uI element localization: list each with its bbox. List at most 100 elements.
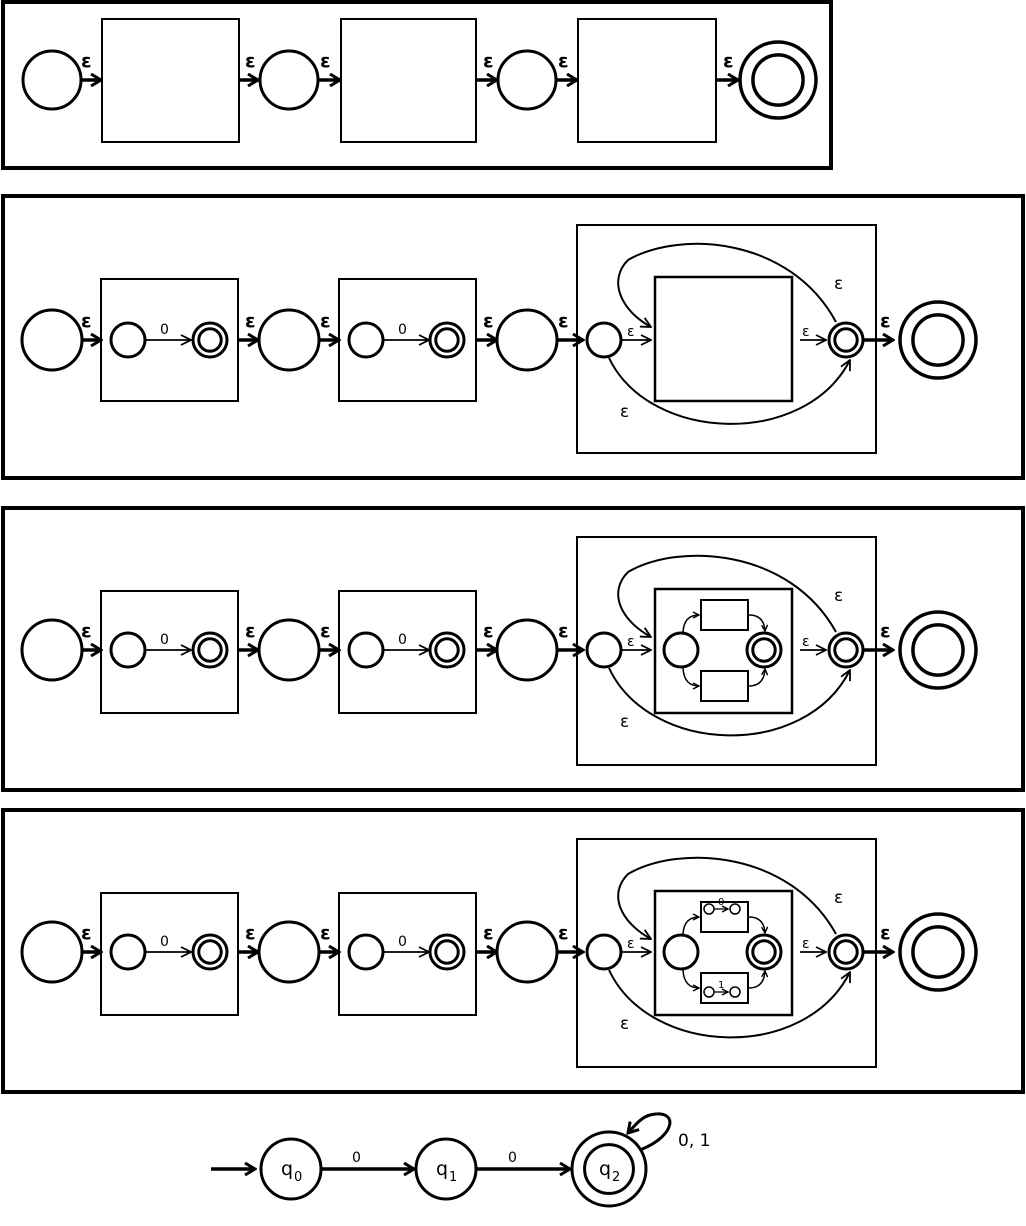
p3-epsilon-label-4: ε [483, 620, 494, 642]
p4-star-bypass-arrow [608, 969, 850, 1039]
p2-star-bypass-label: ε [620, 402, 629, 422]
p4-epsilon-label-4: ε [483, 922, 494, 944]
p3-epsilon-label-1: ε [81, 620, 92, 642]
p4-star-accept-state-inner-ring [833, 939, 859, 965]
p1-epsilon-label-3: ε [320, 50, 331, 72]
p3-union-upper-in-arrow [682, 615, 699, 633]
p1-epsilon-label-2: ε [245, 50, 256, 72]
p3-accept-state-inner-ring [911, 623, 965, 677]
p4-state-3 [495, 920, 559, 984]
p4-mini-0-start-state [703, 903, 715, 915]
p4-star-loop-arrow [617, 856, 837, 939]
p2-star-start-state [585, 321, 623, 359]
p2-epsilon-label-2: ε [245, 310, 256, 332]
dfa-state-q2 [570, 1130, 648, 1208]
p2-box-b-start-state [347, 321, 385, 359]
p4-union-lower-box [700, 972, 749, 1004]
p2-accept-state [898, 300, 978, 380]
p3-star-inner-box [653, 587, 794, 715]
p1-start-state-outer-ring [21, 49, 83, 111]
p2-epsilon-label-1: ε [81, 310, 92, 332]
p4-star-start-state [585, 933, 623, 971]
p4-star-loop-label: ε [834, 888, 843, 908]
p4-mini-1-accept-state [729, 986, 741, 998]
p3-epsilon-label-5: ε [558, 620, 569, 642]
p2-state-3-outer-ring [495, 308, 559, 372]
p4-box-b-start-state [347, 933, 385, 971]
p4-union-upper-in-arrow [682, 917, 699, 935]
p3-box-b-accept-state-inner-ring [434, 637, 460, 663]
p3-box-0-a [100, 590, 239, 714]
p2-star-exit-label: ε [802, 324, 810, 340]
p3-star-bypass-arrow [608, 667, 850, 737]
p4-epsilon-label-2: ε [245, 922, 256, 944]
p4-epsilon-label-1: ε [81, 922, 92, 944]
p4-mini-0-label: 0 [718, 897, 724, 908]
p4-epsilon-label-3: ε [320, 922, 331, 944]
p3-state-2 [257, 618, 321, 682]
p3-union-upper-box [700, 599, 749, 631]
p4-box-0-b [338, 892, 477, 1016]
p4-frame [1, 808, 1025, 1094]
p2-star-accept-state [827, 321, 865, 359]
dfa-transition-q0-q1-label: 0 [352, 1150, 361, 1166]
p3-frame [1, 506, 1025, 792]
p3-star-exit-label: ε [802, 634, 810, 650]
p4-state-2 [257, 920, 321, 984]
p1-accept-state-outer-ring [738, 40, 818, 120]
p2-start-state-outer-ring [20, 308, 84, 372]
p2-box-a-accept-state-inner-ring [197, 327, 223, 353]
p3-star-accept-state-inner-ring [833, 637, 859, 663]
p2-frame [1, 194, 1025, 480]
p1-state-3-outer-ring [496, 49, 558, 111]
p3-star-bypass-label: ε [620, 712, 629, 732]
dfa-state-q1-subscript: 1 [449, 1170, 457, 1185]
p1-accept-state [738, 40, 818, 120]
p4-box-a-zero-label: 0 [160, 934, 169, 950]
p4-mini-0-accept-state [729, 903, 741, 915]
p4-union-lower-in-arrow [682, 969, 699, 988]
p3-union-lower-in-arrow [682, 667, 699, 686]
p3-state-2-outer-ring [257, 618, 321, 682]
p3-star-accept-state [827, 631, 865, 669]
p4-star-start-state-outer-ring [585, 933, 623, 971]
p4-accept-state-outer-ring [898, 912, 978, 992]
p4-box-b-start-state-outer-ring [347, 933, 385, 971]
p3-union-accept-state-inner-ring [751, 637, 777, 663]
p4-box-b-zero-label: 0 [398, 934, 407, 950]
p1-start-state [21, 49, 83, 111]
p3-box-b-accept-state [428, 631, 466, 669]
p3-union-upper-out-arrow [748, 614, 765, 631]
p4-state-3-outer-ring [495, 920, 559, 984]
p3-union-lower-out-arrow [748, 669, 765, 687]
p2-state-3 [495, 308, 559, 372]
p4-union-start-state [662, 933, 700, 971]
p4-union-accept-state [745, 933, 783, 971]
p4-start-state-outer-ring [20, 920, 84, 984]
p3-epsilon-label-6: ε [880, 620, 891, 642]
dfa-self-loop-arrow [628, 1112, 672, 1152]
p4-box-b-accept-state [428, 933, 466, 971]
p2-epsilon-label-6: ε [880, 310, 891, 332]
dfa-state-q2-outer-ring [570, 1130, 648, 1208]
p1-state-2-outer-ring [258, 49, 320, 111]
dfa-state-q2-name: q [599, 1158, 611, 1180]
p3-box-b-start-state-outer-ring [347, 631, 385, 669]
dfa-self-loop-label: 0, 1 [678, 1131, 710, 1151]
p1-state-2 [258, 49, 320, 111]
dfa-state-q2-inner-ring [583, 1143, 635, 1195]
p1-epsilon-label-5: ε [558, 50, 569, 72]
p3-star-loop-label: ε [834, 586, 843, 606]
p3-start-state [20, 618, 84, 682]
p3-union-lower-box [700, 670, 749, 702]
p2-epsilon-label-4: ε [483, 310, 494, 332]
dfa-state-q1-name: q [436, 1158, 448, 1180]
p1-subautomaton-box-3 [577, 18, 717, 143]
p3-union-start-state-outer-ring [662, 631, 700, 669]
p2-epsilon-label-3: ε [320, 310, 331, 332]
p4-star-accept-state [827, 933, 865, 971]
p4-box-0-a [100, 892, 239, 1016]
p3-accept-state [898, 610, 978, 690]
p3-start-state-outer-ring [20, 618, 84, 682]
